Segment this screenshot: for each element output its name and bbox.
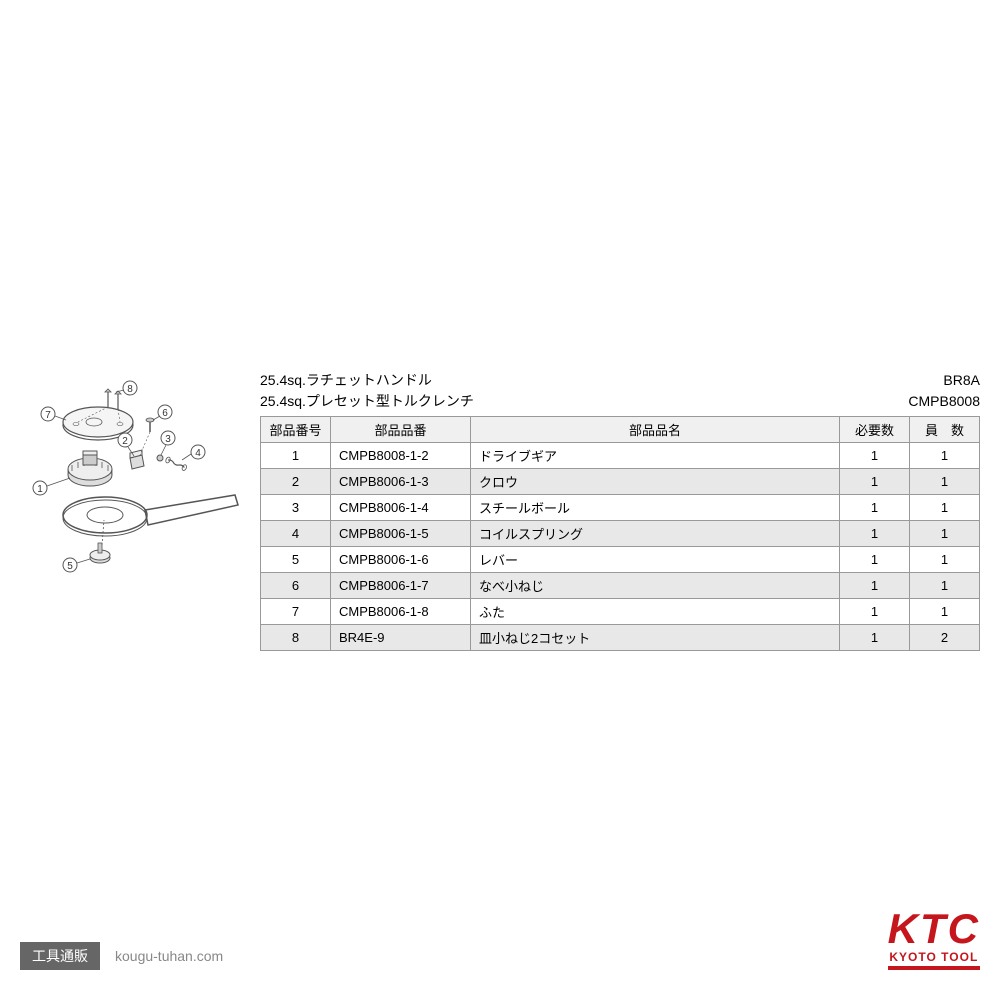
cell-quantity: 1	[910, 521, 980, 547]
table-row: 5CMPB8006-1-6レバー11	[261, 547, 980, 573]
cell-part: CMPB8006-1-8	[331, 599, 471, 625]
cell-part: CMPB8006-1-6	[331, 547, 471, 573]
callout-2: 2	[122, 436, 128, 447]
table-row: 6CMPB8006-1-7なべ小ねじ11	[261, 573, 980, 599]
cell-required: 1	[840, 625, 910, 651]
header-part: 部品品番	[331, 417, 471, 443]
cell-required: 1	[840, 469, 910, 495]
cell-name: レバー	[471, 547, 840, 573]
table-row: 7CMPB8006-1-8ふた11	[261, 599, 980, 625]
callout-8: 8	[127, 384, 133, 395]
ktc-logo-main: KTC	[888, 908, 980, 950]
table-row: 8BR4E-9皿小ねじ2コセット12	[261, 625, 980, 651]
cell-quantity: 1	[910, 547, 980, 573]
callout-7: 7	[45, 410, 51, 421]
callout-6: 6	[162, 408, 168, 419]
title-line-2: 25.4sq.プレセット型トルクレンチ	[260, 391, 474, 412]
title-line-1: 25.4sq.ラチェットハンドル	[260, 370, 474, 391]
table-row: 1CMPB8008-1-2ドライブギア11	[261, 443, 980, 469]
cell-quantity: 1	[910, 495, 980, 521]
cell-quantity: 1	[910, 443, 980, 469]
cell-num: 2	[261, 469, 331, 495]
header-quantity: 員 数	[910, 417, 980, 443]
ktc-logo-bar	[888, 966, 980, 970]
cell-part: CMPB8006-1-7	[331, 573, 471, 599]
cell-num: 6	[261, 573, 331, 599]
cell-required: 1	[840, 495, 910, 521]
callout-1: 1	[37, 484, 43, 495]
cell-num: 5	[261, 547, 331, 573]
table-row: 4CMPB8006-1-5コイルスプリング11	[261, 521, 980, 547]
cell-quantity: 2	[910, 625, 980, 651]
cell-part: CMPB8006-1-5	[331, 521, 471, 547]
callout-4: 4	[195, 448, 201, 459]
code-line-2: CMPB8008	[908, 391, 980, 412]
header-name: 部品品名	[471, 417, 840, 443]
cell-name: なべ小ねじ	[471, 573, 840, 599]
table-row: 2CMPB8006-1-3クロウ11	[261, 469, 980, 495]
cell-quantity: 1	[910, 573, 980, 599]
cell-required: 1	[840, 547, 910, 573]
cell-required: 1	[840, 521, 910, 547]
callout-3: 3	[165, 434, 171, 445]
footer-url: kougu-tuhan.com	[115, 948, 223, 964]
ktc-logo-sub: KYOTO TOOL	[888, 950, 980, 964]
cell-part: BR4E-9	[331, 625, 471, 651]
cell-required: 1	[840, 599, 910, 625]
cell-name: ふた	[471, 599, 840, 625]
cell-num: 7	[261, 599, 331, 625]
cell-part: CMPB8006-1-4	[331, 495, 471, 521]
callout-5: 5	[67, 561, 73, 572]
cell-num: 3	[261, 495, 331, 521]
table-row: 3CMPB8006-1-4スチールボール11	[261, 495, 980, 521]
code-line-1: BR8A	[908, 370, 980, 391]
ktc-logo: KTC KYOTO TOOL	[888, 908, 980, 970]
cell-quantity: 1	[910, 469, 980, 495]
cell-name: クロウ	[471, 469, 840, 495]
footer-badge: 工具通販	[20, 942, 100, 970]
cell-part: CMPB8008-1-2	[331, 443, 471, 469]
header-required: 必要数	[840, 417, 910, 443]
cell-name: スチールボール	[471, 495, 840, 521]
cell-num: 8	[261, 625, 331, 651]
header-num: 部品番号	[261, 417, 331, 443]
cell-num: 4	[261, 521, 331, 547]
cell-num: 1	[261, 443, 331, 469]
parts-diagram: 1 2 3 4 5 6 7	[20, 370, 240, 590]
cell-name: ドライブギア	[471, 443, 840, 469]
cell-required: 1	[840, 573, 910, 599]
parts-table: 部品番号 部品品番 部品品名 必要数 員 数 1CMPB8008-1-2ドライブ…	[260, 416, 980, 651]
cell-name: 皿小ねじ2コセット	[471, 625, 840, 651]
cell-part: CMPB8006-1-3	[331, 469, 471, 495]
cell-name: コイルスプリング	[471, 521, 840, 547]
cell-required: 1	[840, 443, 910, 469]
cell-quantity: 1	[910, 599, 980, 625]
parts-table-section: 25.4sq.ラチェットハンドル 25.4sq.プレセット型トルクレンチ BR8…	[260, 370, 980, 651]
